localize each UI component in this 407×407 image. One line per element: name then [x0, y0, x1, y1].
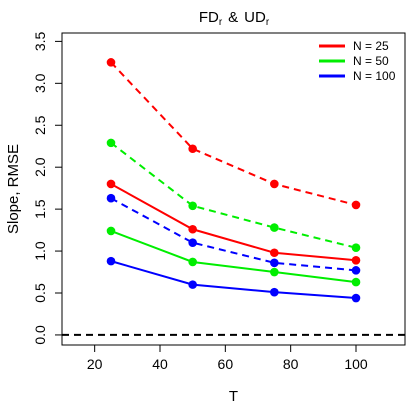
series-2-slope-point — [188, 257, 197, 267]
series-1-slope-line — [110, 183, 357, 262]
series-2-rmse-line — [110, 142, 357, 249]
x-tick-label: 40 — [152, 356, 168, 372]
series-3-slope-point — [106, 256, 116, 266]
series-2-slope-line — [110, 230, 357, 284]
x-tick-label: 80 — [283, 356, 299, 372]
series-1-rmse-point — [270, 179, 279, 189]
series-1-rmse-point — [106, 58, 116, 67]
series-1-rmse-point — [351, 200, 361, 210]
title-part-ud: UD — [244, 9, 266, 26]
y-tick-label: 2.5 — [32, 115, 48, 135]
y-tick-label: 3.5 — [32, 31, 48, 51]
y-tick-label: 1.5 — [32, 199, 48, 219]
x-tick-label: 20 — [87, 356, 103, 372]
series-group — [106, 58, 361, 303]
series-3-slope-point — [270, 287, 279, 297]
series-2-rmse-point — [106, 138, 116, 148]
title-part-fd: FD — [199, 9, 219, 26]
series-1-rmse-line — [110, 61, 357, 206]
y-axis-title: Slope, RMSE — [5, 144, 22, 234]
y-tick-label: 1.0 — [32, 241, 48, 261]
axes-group: 20 40 60 80 100 0.0 0.5 1.0 1.5 2.0 2.5 3.0 3.5 — [32, 31, 368, 372]
series-1-rmse-point — [188, 144, 197, 154]
legend-label: N = 25 — [353, 39, 389, 53]
series-1-slope-point — [270, 248, 279, 258]
series-3-slope-point — [188, 280, 197, 289]
series-1-slope-point — [188, 224, 197, 234]
y-tick-label: 3.0 — [32, 73, 48, 93]
legend: N = 25N = 50N = 100 — [319, 39, 396, 83]
series-3 — [106, 193, 361, 303]
series-3-rmse-point — [270, 258, 279, 268]
series-3-rmse-point — [106, 193, 116, 203]
series-3-rmse-point — [351, 266, 361, 275]
plot-frame — [61, 32, 406, 346]
x-tick-label: 60 — [218, 356, 234, 372]
x-axis-title: T — [229, 388, 238, 405]
series-3-slope-line — [110, 260, 357, 300]
svg-text:FDr&UDr: FDr & UDr — [199, 9, 270, 28]
series-2-slope-point — [270, 267, 279, 277]
legend-label: N = 50 — [353, 54, 389, 68]
series-2-rmse-point — [270, 223, 279, 232]
series-2-slope-point — [351, 277, 361, 287]
series-2-rmse-point — [188, 201, 197, 211]
series-3-rmse-point — [188, 238, 197, 247]
series-2 — [106, 138, 361, 287]
title-join: & — [228, 9, 238, 26]
series-1 — [106, 58, 361, 265]
series-3-rmse-line — [110, 197, 357, 272]
chart-title: FDr & UDr — [199, 9, 270, 28]
title-sub-ud: r — [266, 17, 270, 28]
series-1-slope-point — [351, 255, 361, 265]
series-2-rmse-point — [351, 243, 361, 253]
y-tick-label: 2.0 — [32, 157, 48, 177]
series-3-slope-point — [351, 293, 361, 303]
x-tick-label: 100 — [344, 356, 368, 372]
series-2-slope-point — [106, 226, 116, 236]
y-tick-label: 0.5 — [32, 283, 48, 303]
title-sub-fd: r — [219, 17, 223, 28]
series-1-slope-point — [106, 179, 116, 189]
legend-label: N = 100 — [353, 69, 396, 83]
y-tick-label: 0.0 — [32, 325, 48, 345]
